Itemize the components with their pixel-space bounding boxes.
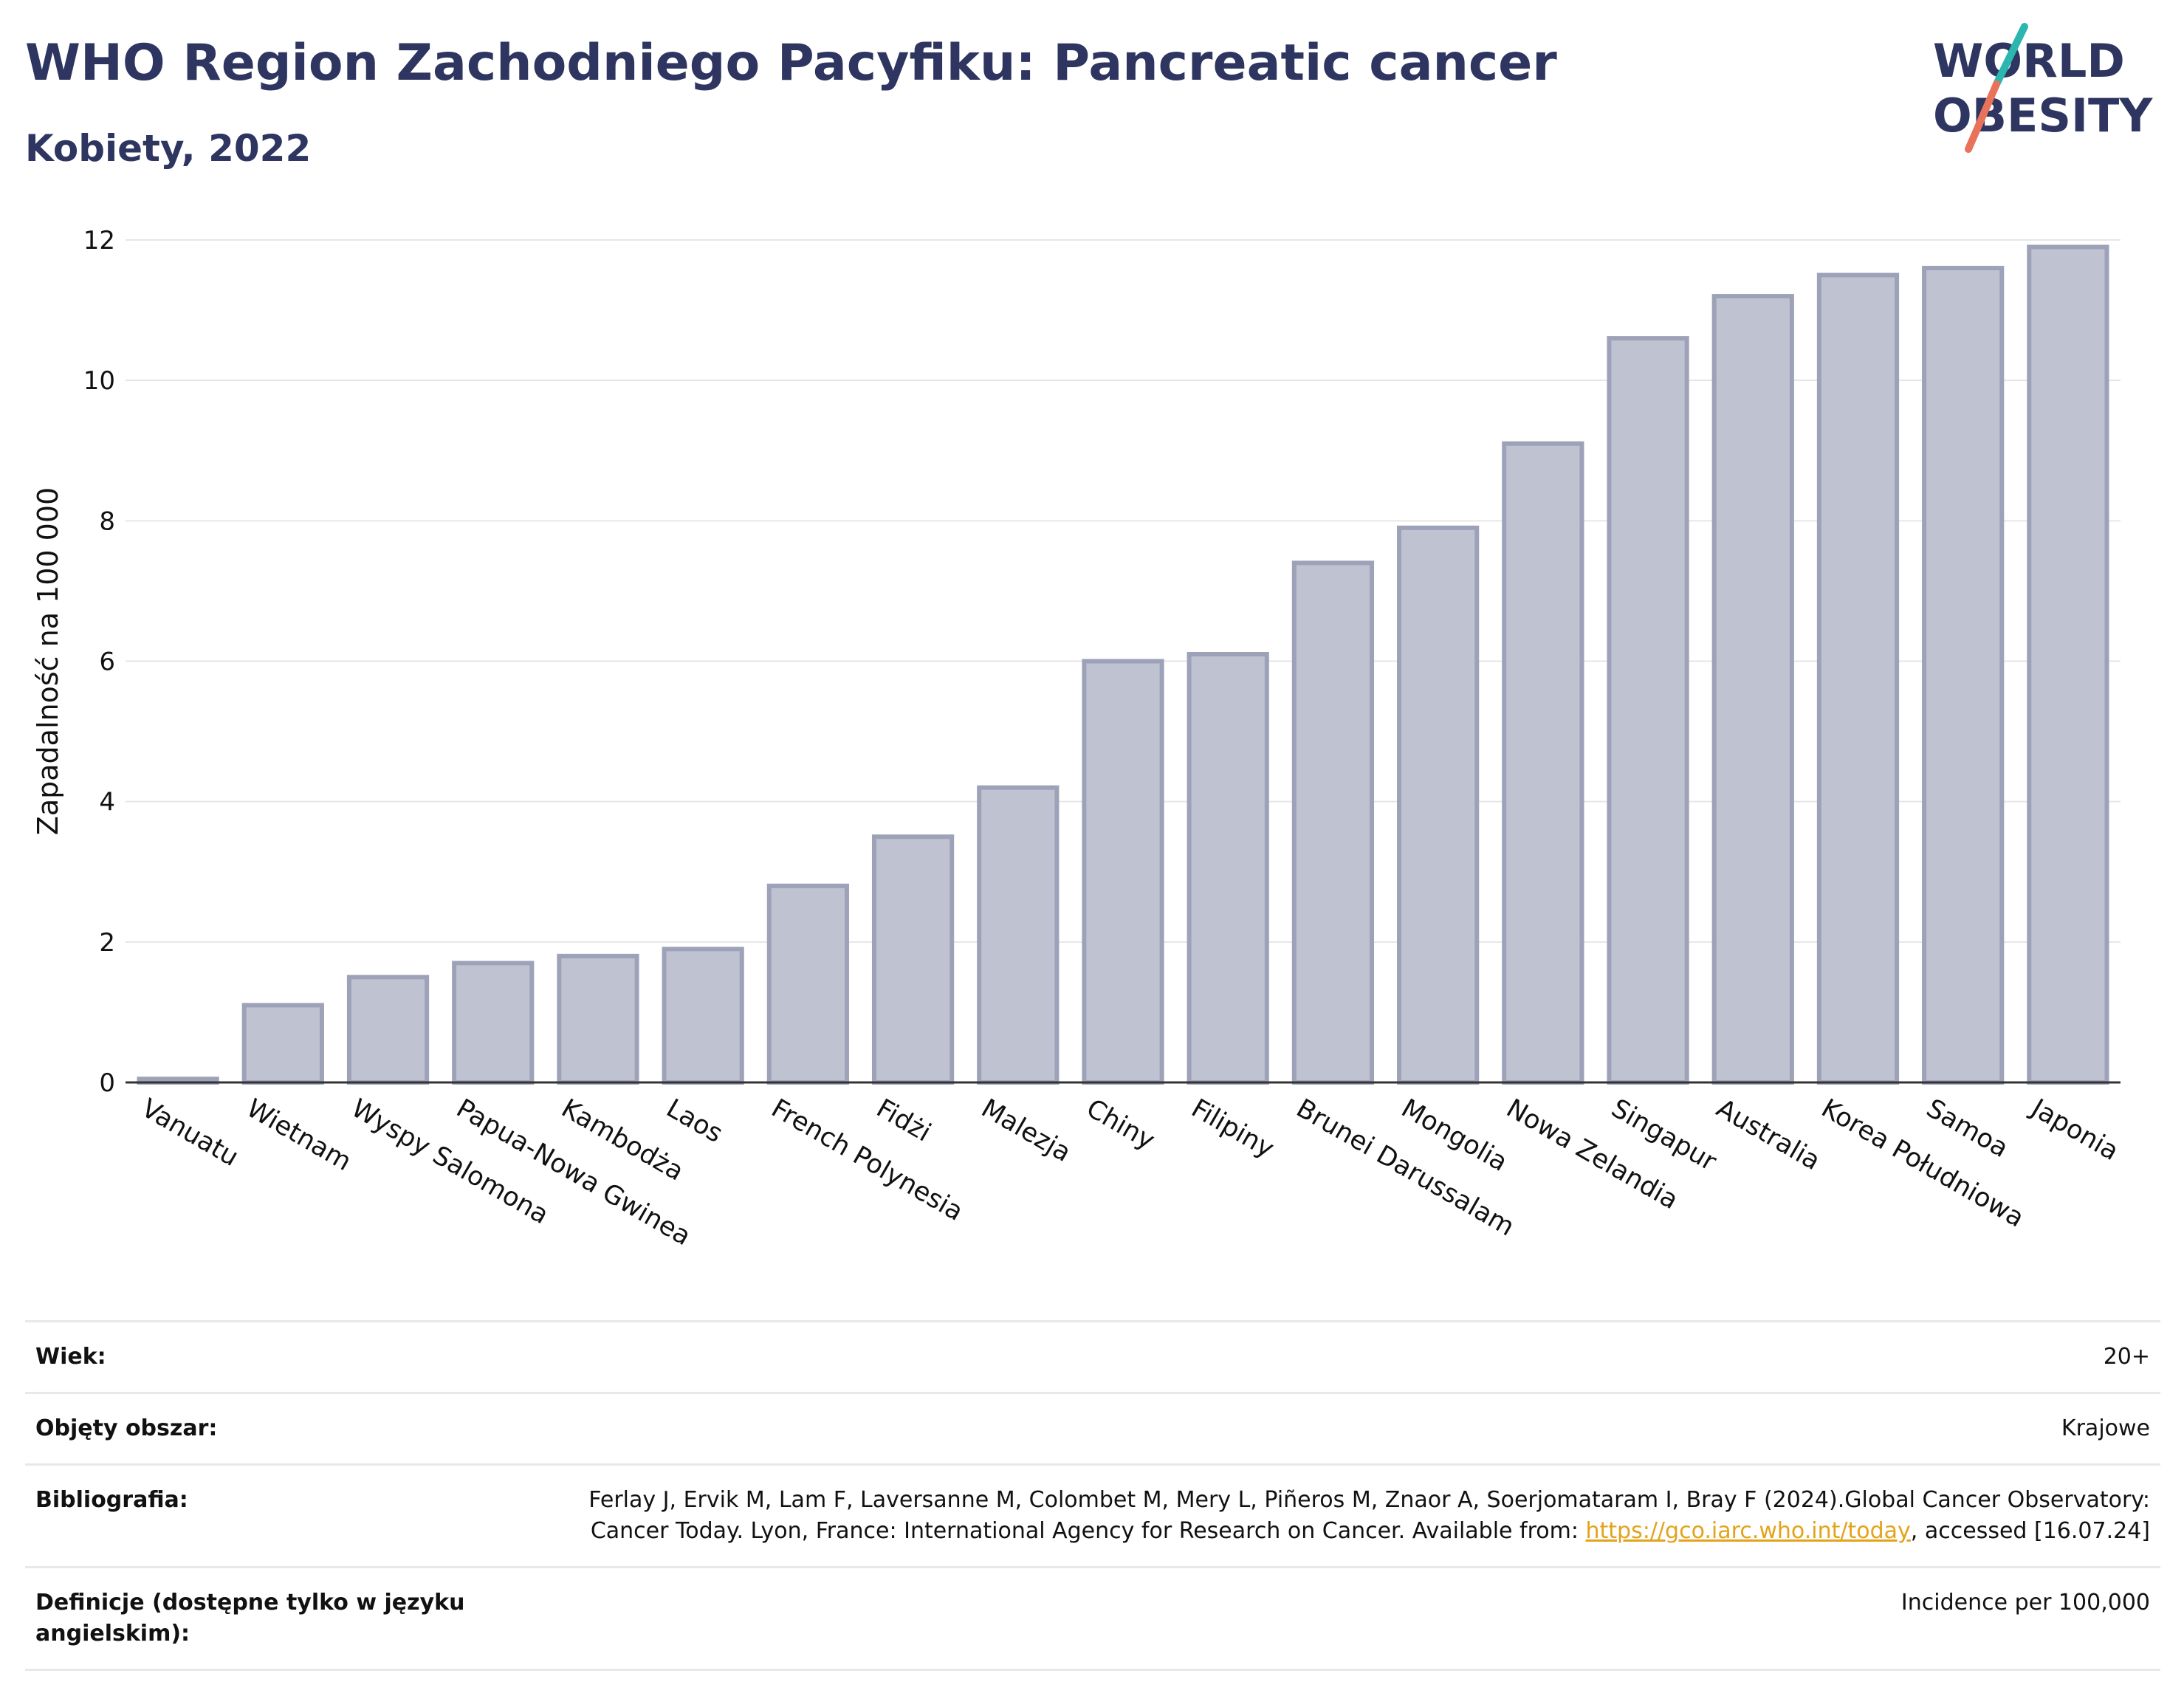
meta-value-bibliography: Ferlay J, Ervik M, Lam F, Laversanne M, … (563, 1485, 2150, 1547)
bibliography-text: Ferlay J, Ervik M, Lam F, Laversanne M, … (588, 1487, 2150, 1544)
x-tick-label: Chiny (1082, 1094, 1160, 1156)
y-tick-label: 2 (99, 928, 115, 958)
meta-row-age: Wiek: 20+ (25, 1322, 2160, 1394)
bar-singapur (1607, 336, 1689, 1085)
logo-text-world: WORLD (1933, 34, 2125, 88)
meta-label-coverage: Objęty obszar: (35, 1415, 218, 1441)
x-tick-label: French Polynesia (766, 1094, 968, 1227)
logo-slash-coral (1965, 80, 2000, 153)
meta-value-definitions: Incidence per 100,000 (1900, 1590, 2150, 1616)
x-tick-label: Wyspy Salomona (346, 1094, 554, 1230)
chart-title: WHO Region Zachodniego Pacyfiku: Pancrea… (25, 34, 1557, 92)
bar-french-polynesia (766, 883, 849, 1085)
bar-wyspy-salomona (346, 975, 430, 1085)
bar-fidżi (871, 834, 955, 1085)
bar-mongolia (1397, 525, 1480, 1085)
meta-label-bibliography: Bibliografia: (35, 1487, 188, 1513)
x-tick-label: Fidżi (871, 1094, 935, 1147)
meta-row-coverage: Objęty obszar: Krajowe (25, 1394, 2160, 1466)
bar-nowa-zelandia (1502, 441, 1584, 1085)
x-tick-label: Nowa Zelandia (1501, 1094, 1683, 1215)
y-tick-label: 0 (99, 1068, 115, 1098)
bibliography-accessed: , accessed [16.07.24] (1910, 1518, 2150, 1544)
y-tick-label: 4 (99, 788, 115, 817)
y-tick-label: 12 (83, 226, 115, 255)
x-tick-label: Malezja (976, 1094, 1076, 1168)
metadata-table: Wiek: 20+ Objęty obszar: Krajowe Bibliog… (25, 1320, 2160, 1671)
logo-text-obesity: OBESITY (1933, 89, 2153, 143)
x-tick-label: Korea Południowa (1816, 1094, 2029, 1233)
bar-japonia (2027, 244, 2109, 1085)
x-tick-label: Vanuatu (137, 1094, 244, 1173)
x-tick-label: Japonia (2025, 1093, 2123, 1167)
x-tick-label: Laos (662, 1094, 728, 1149)
x-tick-label: Australia (1711, 1094, 1825, 1176)
y-tick-label: 6 (99, 648, 115, 677)
bar-australia (1711, 294, 1794, 1085)
world-obesity-logo: WORLD OBESITY (1933, 23, 2153, 153)
x-tick-label: Filipiny (1187, 1094, 1279, 1164)
y-tick-labels: 0 2 4 6 8 10 12 (83, 226, 115, 1098)
logo-slash-teal (1993, 23, 2028, 88)
chart-subtitle: Kobiety, 2022 (25, 127, 312, 170)
bar-brunei-darussalam (1291, 560, 1375, 1085)
bar-kambodża (557, 953, 639, 1085)
bar-wietnam (241, 1003, 324, 1085)
meta-value-age: 20+ (2103, 1344, 2150, 1370)
y-tick-label: 10 (83, 366, 115, 396)
meta-label-age: Wiek: (35, 1344, 106, 1370)
x-tick-label: Wietnam (241, 1094, 357, 1177)
bar-papua-nowa-gwinea (452, 961, 535, 1085)
meta-label-definitions: Definicje (dostępne tylko w języku angie… (35, 1590, 465, 1647)
bar-malezja (977, 785, 1060, 1085)
meta-value-coverage: Krajowe (2061, 1415, 2150, 1441)
bar-chiny (1082, 659, 1164, 1085)
bars (137, 244, 2109, 1085)
bar-filipiny (1187, 651, 1269, 1085)
bar-laos (662, 947, 744, 1085)
bibliography-link[interactable]: https://gco.iarc.who.int/today (1585, 1518, 1911, 1544)
bar-samoa (1922, 266, 2005, 1085)
y-tick-label: 8 (99, 507, 115, 536)
y-axis-title: Zapadalność na 100 000 (32, 487, 64, 835)
meta-row-definitions: Definicje (dostępne tylko w języku angie… (25, 1568, 2160, 1671)
meta-row-bibliography: Bibliografia: Ferlay J, Ervik M, Lam F, … (25, 1466, 2160, 1568)
bar-korea-południowa (1816, 272, 1900, 1085)
